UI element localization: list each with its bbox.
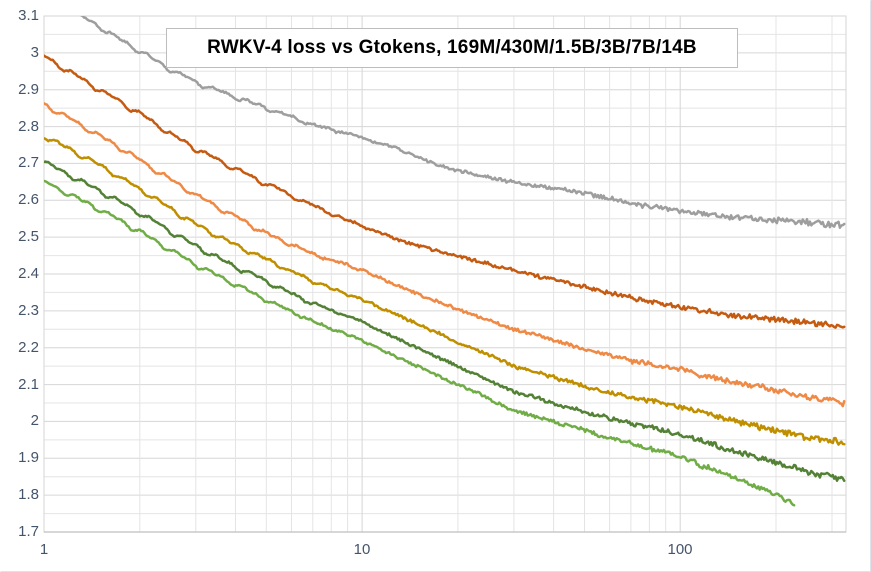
y-tick-label: 2.9: [18, 81, 39, 98]
series-line-430m: [44, 54, 846, 329]
y-tick-label: 3.1: [18, 7, 39, 24]
x-tick-label: 1: [39, 541, 49, 558]
y-tick-label: 2.6: [18, 191, 39, 208]
series-line-1.5b: [44, 102, 846, 408]
y-tick-label: 2.2: [18, 339, 39, 356]
series-lines-group: [44, 16, 846, 507]
y-tick-label: 1.9: [18, 449, 39, 466]
series-line-14b: [44, 179, 796, 507]
y-tick-label: 2.7: [18, 154, 39, 171]
x-tick-label: 10: [353, 541, 371, 558]
y-tick-label: 2.1: [18, 376, 39, 393]
y-tick-label: 1.7: [18, 523, 39, 540]
y-tick-label: 2: [30, 412, 39, 429]
x-tick-label: 100: [667, 541, 693, 558]
y-tick-label: 2.8: [18, 118, 39, 135]
y-tick-label: 2.4: [18, 265, 39, 282]
chart-title: RWKV-4 loss vs Gtokens, 169M/430M/1.5B/3…: [207, 37, 697, 58]
chart-title-box: RWKV-4 loss vs Gtokens, 169M/430M/1.5B/3…: [166, 28, 738, 68]
series-line-3b: [44, 137, 846, 446]
y-tick-label: 3: [30, 44, 39, 61]
y-tick-label: 1.8: [18, 486, 39, 503]
series-line-169m: [80, 16, 846, 229]
y-tick-label: 2.5: [18, 228, 39, 245]
series-line-7b: [44, 160, 846, 483]
y-tick-label: 2.3: [18, 302, 39, 319]
